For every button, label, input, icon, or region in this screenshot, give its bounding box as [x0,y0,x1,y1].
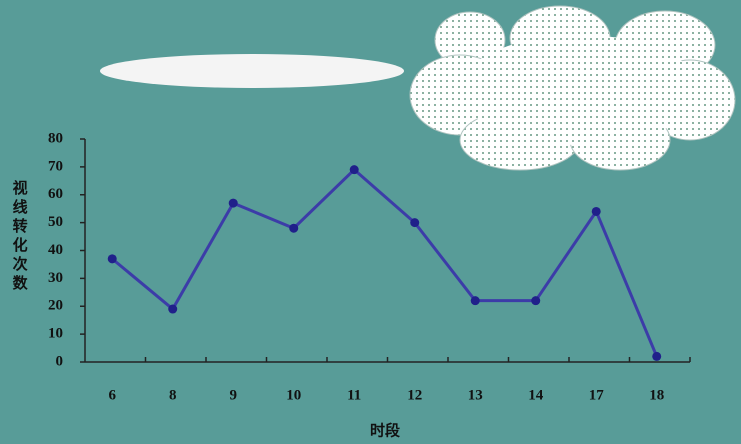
cloud-left [100,54,404,88]
x-axis-title: 时段 [370,421,400,439]
y-axis-title: 视线转化次数 [11,179,28,294]
marker [349,165,359,175]
y-tick-label: 10 [48,326,63,342]
x-tick-label: 13 [468,387,483,403]
marker [652,351,662,361]
line [111,167,659,358]
y-tick-label: 20 [48,298,63,314]
x-tick-label: 18 [649,387,664,403]
x-tick-label: 11 [347,387,361,403]
marker [228,198,238,208]
x-tick-label: 12 [407,387,422,403]
x-tick-label: 17 [589,387,605,403]
x-tick-label: 8 [169,387,177,403]
marker [531,296,541,306]
x-tick-label: 14 [528,387,544,403]
y-tick-label: 0 [56,353,64,369]
marker [470,296,480,306]
marker [591,206,601,216]
cloud-right [409,5,736,171]
y-tick-label: 80 [48,130,63,146]
y-tick-label: 60 [48,186,63,202]
y-tick-label: 40 [48,242,63,258]
marker [410,218,420,228]
marker [107,254,117,264]
x-tick-label: 6 [108,387,116,403]
y-tick-label: 70 [48,158,63,174]
marker [168,304,178,314]
x-tick-label: 10 [286,387,301,403]
y-tick-label: 30 [48,270,63,286]
marker [289,223,299,233]
x-tick-label: 9 [229,387,237,403]
y-tick-label: 50 [48,214,63,230]
